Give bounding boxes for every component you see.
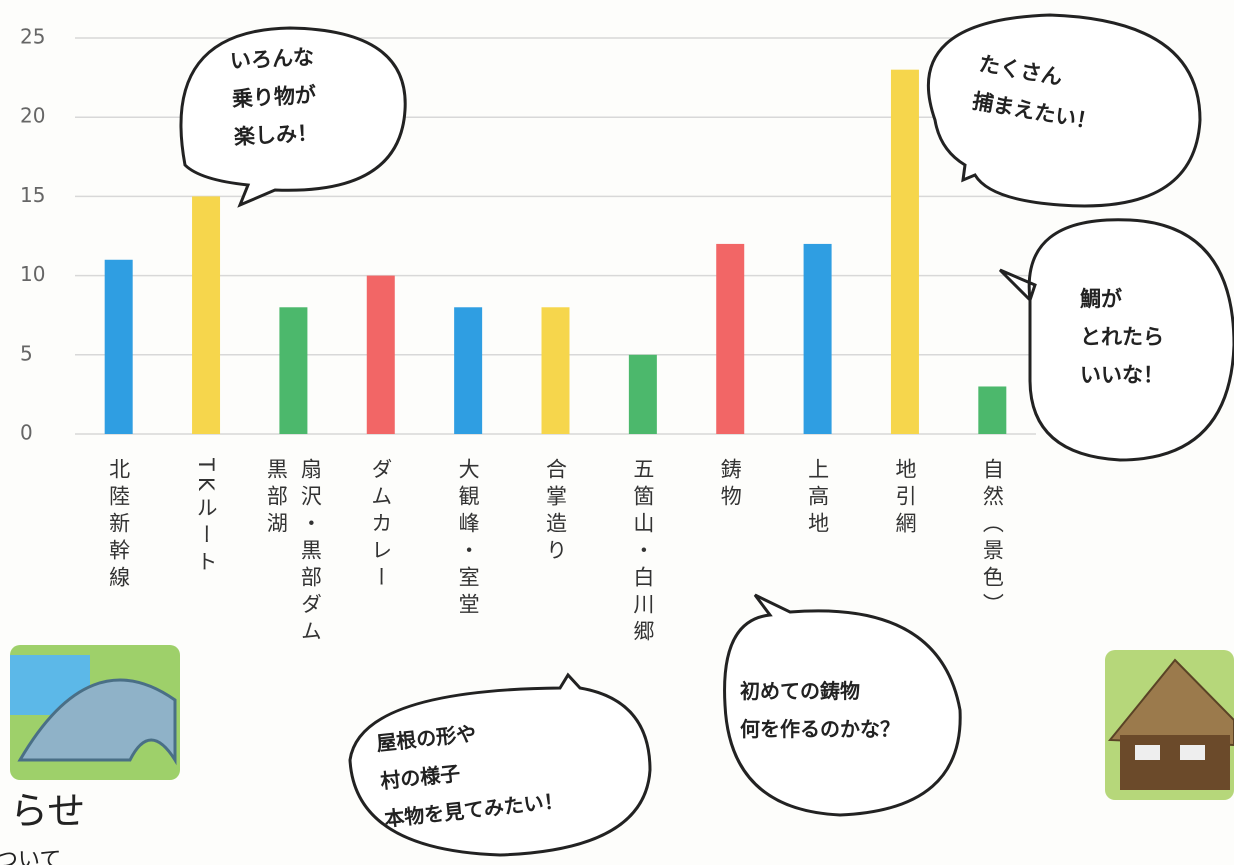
speech-bubble-text: 鯛が とれたら いいな！: [1080, 287, 1164, 387]
x-tick-label: 扇沢・黒部ダム 黒部湖: [264, 458, 323, 647]
page-fragment: らせ: [10, 789, 86, 833]
x-tick-label: 地引網: [892, 458, 917, 539]
bar: [628, 354, 657, 434]
x-tick-label: ダムカレー: [368, 458, 393, 593]
bridge-illustration: [10, 645, 180, 780]
bar: [803, 243, 832, 434]
y-tick-label: 5: [20, 341, 33, 365]
y-tick-label: 25: [20, 25, 45, 49]
x-tick-label: 自然（景色）: [980, 458, 1005, 620]
page-fragment: ついて: [0, 848, 62, 865]
x-tick-label: 鋳物: [718, 458, 743, 512]
speech-bubble-text: 初めての鋳物 何を作るのかな？: [740, 679, 900, 741]
speech-bubble-text: 屋根の形や 村の様子 本物を見てみたい！: [375, 721, 565, 832]
bar: [716, 243, 745, 434]
speech-bubble-text: いろんな 乗り物が 楽しみ！: [229, 44, 319, 150]
y-tick-label: 0: [20, 421, 33, 445]
bar: [890, 69, 919, 435]
bar: [279, 307, 308, 434]
x-tick-label: 上高地: [805, 458, 830, 539]
bar: [541, 307, 570, 434]
house-illustration: [1105, 650, 1234, 800]
bar: [104, 259, 133, 434]
y-tick-label: 15: [20, 183, 45, 207]
speech-bubbles: [179, 13, 1234, 857]
y-tick-label: 10: [20, 262, 45, 286]
bar: [192, 196, 221, 434]
bar: [978, 386, 1007, 434]
bar: [366, 275, 395, 434]
x-tick-label: 合掌造り: [543, 458, 568, 566]
y-tick-label: 20: [20, 104, 45, 128]
bar: [454, 307, 483, 434]
x-tick-label: TKルート: [194, 458, 219, 578]
x-tick-label: 五箇山・白川郷: [630, 458, 655, 647]
x-tick-label: 大観峰・室堂: [456, 458, 481, 620]
x-tick-label: 北陸新幹線: [106, 458, 131, 593]
